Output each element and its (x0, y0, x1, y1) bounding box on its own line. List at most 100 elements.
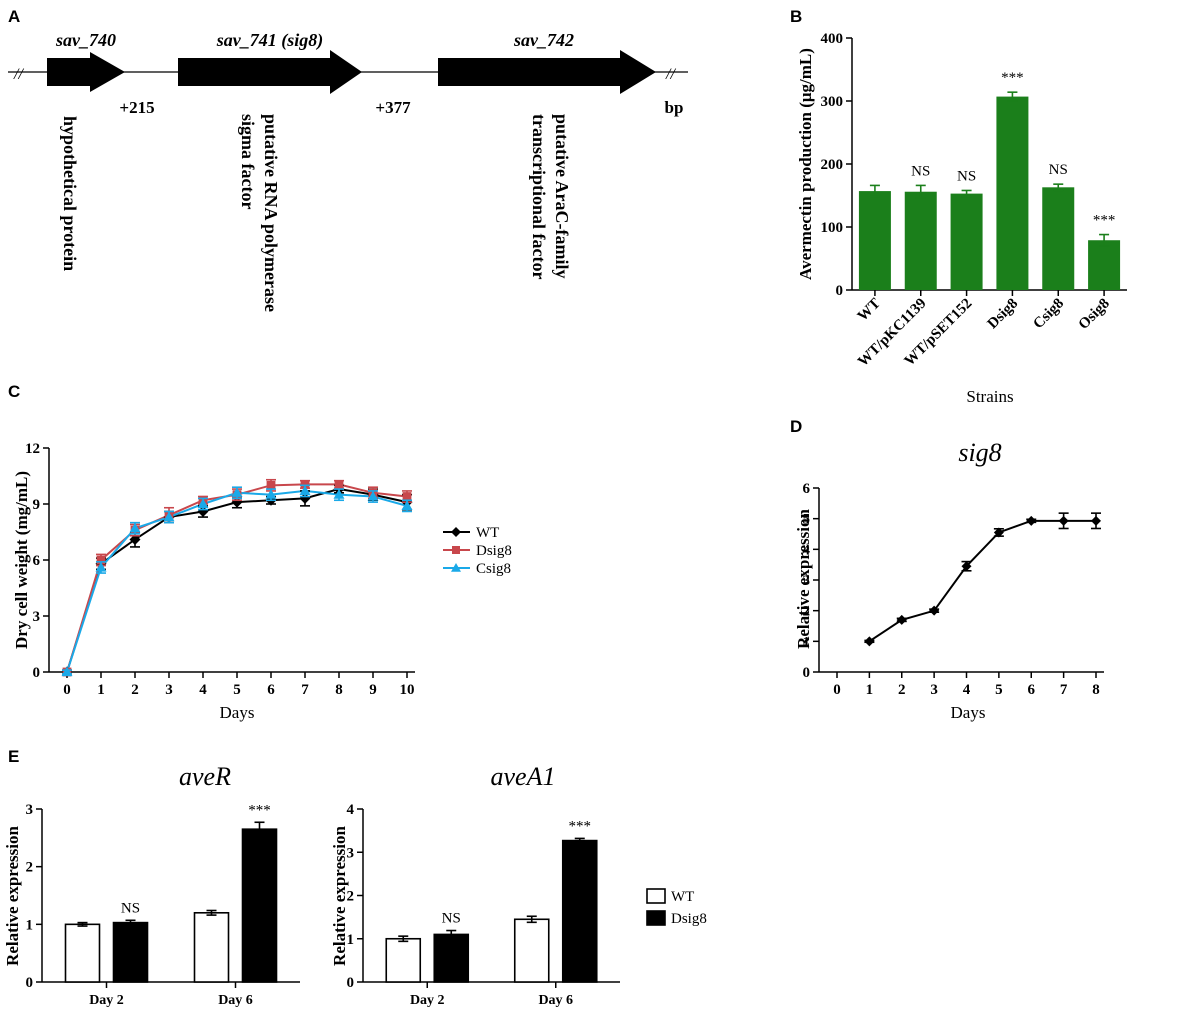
c-Dsig8-point-7 (300, 480, 310, 489)
c-series-line-Dsig8 (66, 483, 408, 673)
d-y-tick-label-2: 2 (803, 604, 811, 620)
unit-label-bp: bp (665, 98, 684, 117)
e2-y-tick-label-4: 4 (347, 802, 355, 818)
c-x-tick-label-4: 4 (199, 682, 207, 698)
d-sig8-point-7 (1091, 515, 1101, 526)
panel-letter-b: B (790, 7, 802, 26)
gene-arrow-sav742 (438, 50, 656, 94)
c-Csig8-point-6 (265, 489, 277, 499)
c-x-tick-label-10: 10 (400, 682, 415, 698)
c-legend-label-Csig8: Csig8 (476, 561, 511, 577)
annotation-sav741-line1: putative RNA polymerase (261, 114, 281, 312)
e2-annotation-0: NS (442, 911, 461, 927)
d-sig8-point-1 (896, 614, 907, 625)
e1-title: aveR (179, 762, 231, 791)
e1-annotation-0: NS (121, 900, 140, 916)
annotation-sav741-line2: sigma factor (238, 114, 258, 209)
d-x-tick-label-2: 2 (898, 682, 906, 698)
b-annotation-1: NS (911, 163, 930, 179)
b-x-tick-label-5: Osig8 (1076, 296, 1113, 333)
b-y-tick-label-3: 300 (821, 94, 844, 110)
e2-ylabel: Relative expression (330, 825, 349, 965)
e2-y-tick-label-3: 3 (347, 845, 355, 861)
d-x-tick-label-6: 6 (1028, 682, 1036, 698)
c-legend-label-WT: WT (476, 525, 499, 541)
gene-name-sav740: sav_740 (55, 30, 116, 50)
c-Dsig8-point-6 (266, 480, 276, 490)
b-bar-WT (858, 191, 891, 290)
d-x-tick-label-1: 1 (866, 682, 874, 698)
d-sig8-point-3 (961, 561, 972, 572)
e1-bar-Dsig8-Day 6 (241, 828, 278, 983)
c-y-tick-label-0: 0 (33, 665, 41, 681)
c-x-tick-label-2: 2 (131, 682, 139, 698)
e2-y-tick-label-2: 2 (347, 889, 355, 905)
b-xlabel: Strains (966, 387, 1013, 406)
c-legend-marker-WT (451, 527, 461, 537)
b-ylabel: Avermectin production (μg/mL) (796, 48, 815, 280)
e2-x-tick-label-1: Day 6 (538, 993, 573, 1008)
panel-letter-d: D (790, 417, 802, 436)
b-bar-Osig8 (1088, 240, 1121, 290)
e2-bar-Dsig8-Day 2 (433, 933, 470, 983)
d-sig8-point-6 (1058, 515, 1069, 526)
e1-x-tick-label-1: Day 6 (218, 993, 253, 1008)
d-x-tick-label-4: 4 (963, 682, 971, 698)
d-sig8-point-2 (929, 605, 940, 616)
c-Csig8-point-9 (367, 491, 379, 501)
b-annotation-5: *** (1093, 213, 1116, 229)
b-bar-WT/pSET152 (950, 193, 983, 290)
b-annotation-3: *** (1001, 70, 1024, 86)
chart-aveR-expression: aveR Relative expression 0 1 2 3 Day 2 NS Day … (3, 762, 300, 1008)
c-Dsig8-point-8 (334, 480, 344, 489)
chart-avermectin-production: Avermectin production (μg/mL) Strains 0 1… (796, 31, 1127, 406)
c-x-tick-label-3: 3 (165, 682, 173, 698)
d-xlabel: Days (951, 703, 986, 722)
b-annotation-4: NS (1049, 162, 1068, 178)
c-Csig8-point-7 (299, 485, 311, 496)
e-legend-swatch-Dsig8 (646, 910, 666, 926)
e-legend: WT Dsig8 (646, 888, 707, 927)
d-y-tick-label-6: 6 (803, 481, 811, 497)
d-y-tick-label-4: 4 (803, 542, 811, 558)
e-legend-label-Dsig8: Dsig8 (671, 911, 707, 927)
gene-name-sav742: sav_742 (513, 30, 574, 50)
d-title: sig8 (958, 438, 1001, 467)
c-Csig8-point-4 (197, 498, 209, 509)
c-WT-point-4 (197, 505, 209, 517)
c-legend: WT Dsig8 Csig8 (443, 525, 512, 577)
e-legend-label-WT: WT (671, 889, 694, 905)
e2-x-tick-label-0: Day 2 (410, 993, 445, 1008)
gene-name-sav741: sav_741 (sig8) (216, 30, 324, 51)
c-Csig8-point-8 (333, 489, 345, 499)
e1-bar-WT-Day 6 (193, 911, 230, 983)
c-legend-marker-Csig8 (451, 563, 461, 572)
panel-letter-c: C (8, 382, 20, 401)
b-x-tick-label-4: Csig8 (1030, 296, 1067, 333)
c-x-tick-label-7: 7 (301, 682, 309, 698)
chart-sig8-expression: sig8 Relative expression Days 0 1 2 3 4 5 6 0 1 2… (794, 438, 1104, 722)
d-sig8-point-4 (993, 527, 1004, 538)
panel-letter-e: E (8, 747, 19, 766)
e1-y-tick-label-1: 1 (26, 917, 34, 933)
c-xlabel: Days (220, 703, 255, 722)
gene-arrow-sav740 (47, 52, 125, 92)
e1-ylabel: Relative expression (3, 825, 22, 965)
e2-y-tick-label-1: 1 (347, 932, 355, 948)
e2-annotation-1: *** (569, 818, 592, 834)
e1-x-tick-label-0: Day 2 (89, 993, 124, 1008)
b-annotation-2: NS (957, 168, 976, 184)
d-x-tick-label-3: 3 (930, 682, 938, 698)
c-series-line-WT (66, 488, 408, 673)
c-y-tick-label-4: 12 (25, 441, 40, 457)
d-sig8-point-5 (1026, 515, 1037, 526)
c-x-tick-label-0: 0 (63, 682, 71, 698)
e-legend-swatch-WT (646, 888, 666, 904)
b-bar-WT/pKC1139 (904, 191, 937, 290)
c-WT-point-7 (299, 492, 311, 504)
gap-label-377: +377 (375, 98, 411, 117)
c-x-tick-label-8: 8 (335, 682, 343, 698)
c-Csig8-point-2 (129, 522, 141, 533)
e1-y-tick-label-3: 3 (26, 802, 34, 818)
c-x-tick-label-6: 6 (267, 682, 275, 698)
